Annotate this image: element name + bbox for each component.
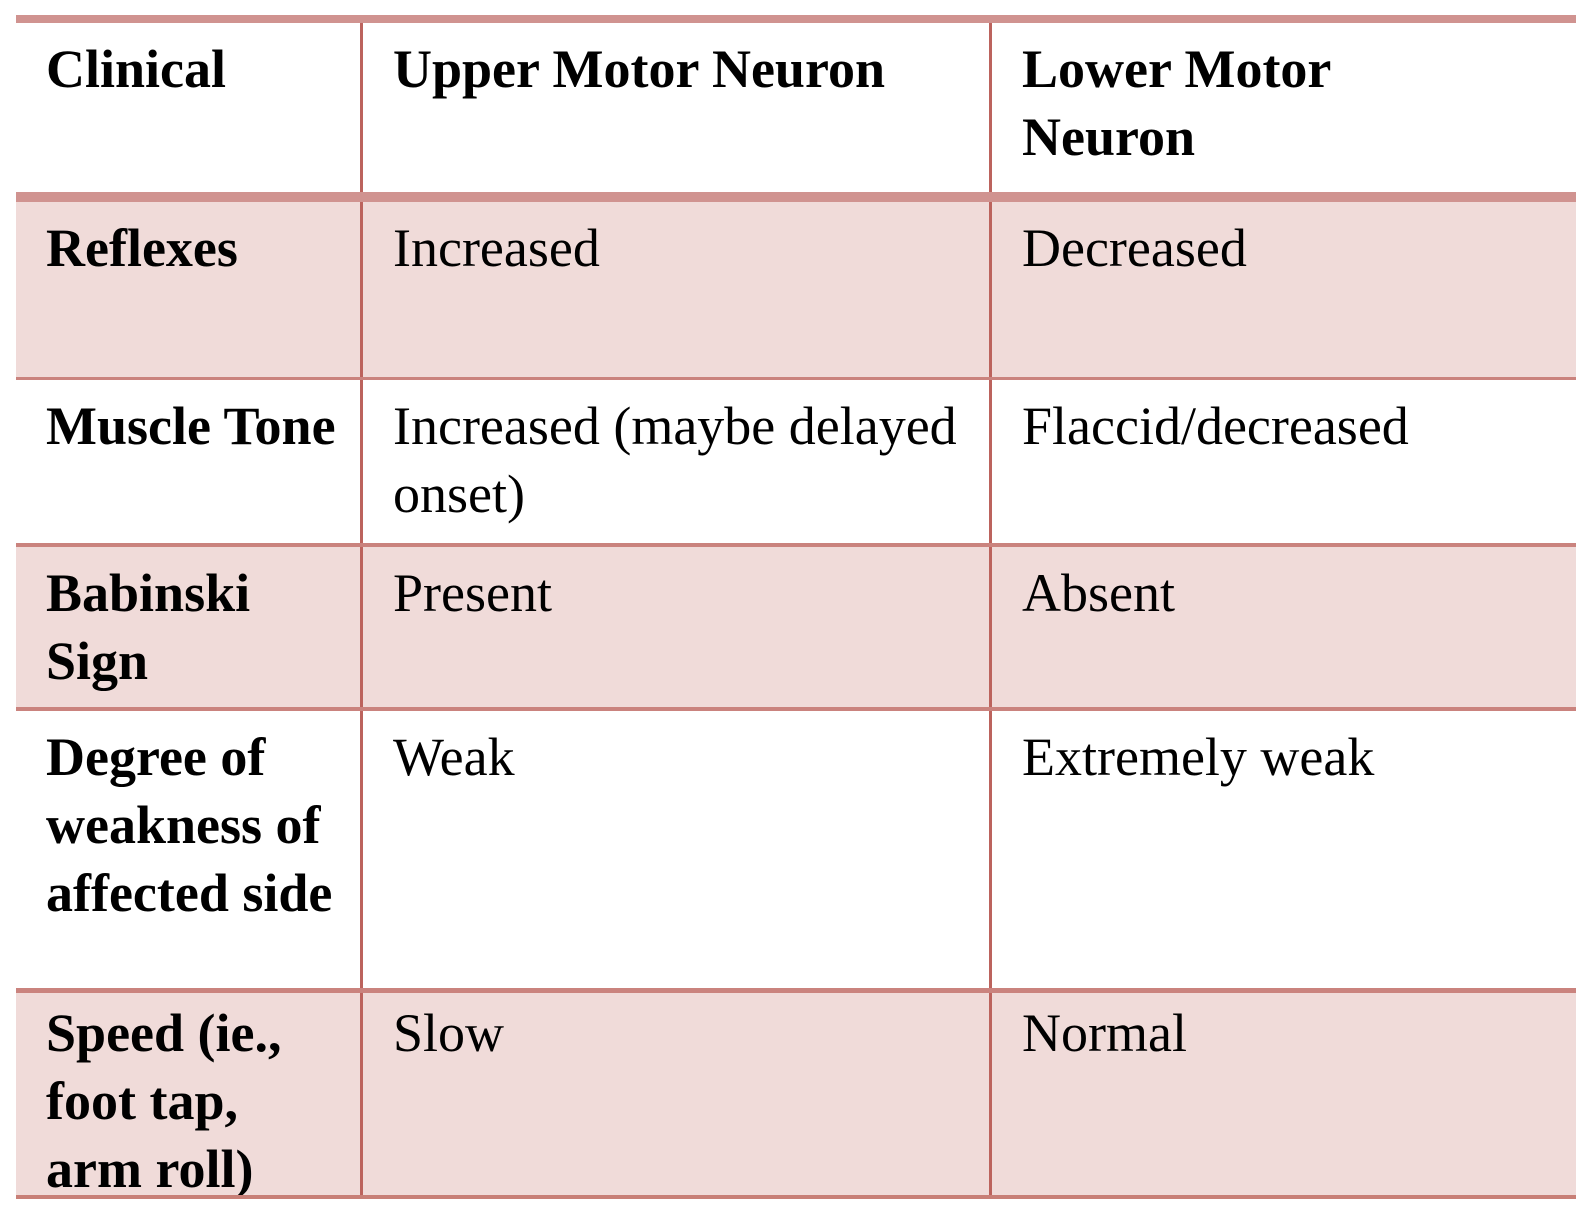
lmn-value-cell: Flaccid/decreased xyxy=(1022,396,1409,456)
row-label-cell: Degree of weakness of affected side xyxy=(16,711,363,988)
row-label-cell: Reflexes xyxy=(16,202,363,377)
umn-value-cell: Weak xyxy=(363,711,992,988)
header-cell-upper-motor-neuron: Upper Motor Neuron xyxy=(363,23,992,192)
umn-value-cell: Slow xyxy=(363,993,992,1195)
umn-value-cell: Present xyxy=(363,547,992,707)
header-cell-clinical: Clinical xyxy=(16,23,363,192)
lmn-value-cell: Absent xyxy=(1022,563,1175,623)
header-cell-lower-motor-neuron: Lower Motor Neuron xyxy=(1022,39,1332,168)
table-row-degree-of-weakness: Degree of weakness of affected side Weak… xyxy=(16,711,1576,993)
table-header-row: Clinical Upper Motor Neuron Lower Motor … xyxy=(16,23,1576,192)
header-divider-band xyxy=(16,192,1576,202)
table-row-babinski-sign: Babinski Sign Present Absent xyxy=(16,547,1576,711)
lmn-value-cell: Decreased xyxy=(1022,218,1247,278)
lmn-value-cell: Extremely weak xyxy=(1022,727,1375,787)
table-top-accent-band xyxy=(16,15,1576,23)
row-label-cell: Muscle Tone xyxy=(16,380,363,543)
table-row-speed: Speed (ie., foot tap, arm roll) Slow Nor… xyxy=(16,993,1576,1199)
umn-lmn-comparison-table: Clinical Upper Motor Neuron Lower Motor … xyxy=(16,15,1576,1199)
table-row-reflexes: Reflexes Increased Decreased xyxy=(16,202,1576,380)
row-label-cell: Speed (ie., foot tap, arm roll) xyxy=(16,993,363,1195)
umn-value-cell: Increased (maybe delayed onset) xyxy=(363,380,992,543)
row-label-cell: Babinski Sign xyxy=(16,547,363,707)
lmn-value-cell: Normal xyxy=(1022,1003,1187,1063)
umn-value-cell: Increased xyxy=(363,202,992,377)
table-row-muscle-tone: Muscle Tone Increased (maybe delayed ons… xyxy=(16,380,1576,547)
